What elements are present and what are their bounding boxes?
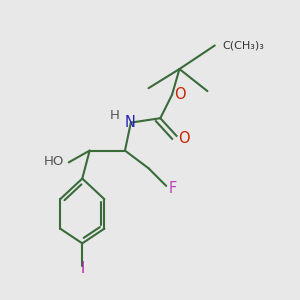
Text: H: H [110,109,119,122]
Text: N: N [125,115,136,130]
Text: HO: HO [44,155,64,168]
Text: C(CH₃)₃: C(CH₃)₃ [222,40,264,50]
Text: O: O [178,131,190,146]
Text: O: O [174,87,186,102]
Text: I: I [80,261,84,276]
Text: F: F [168,181,176,196]
